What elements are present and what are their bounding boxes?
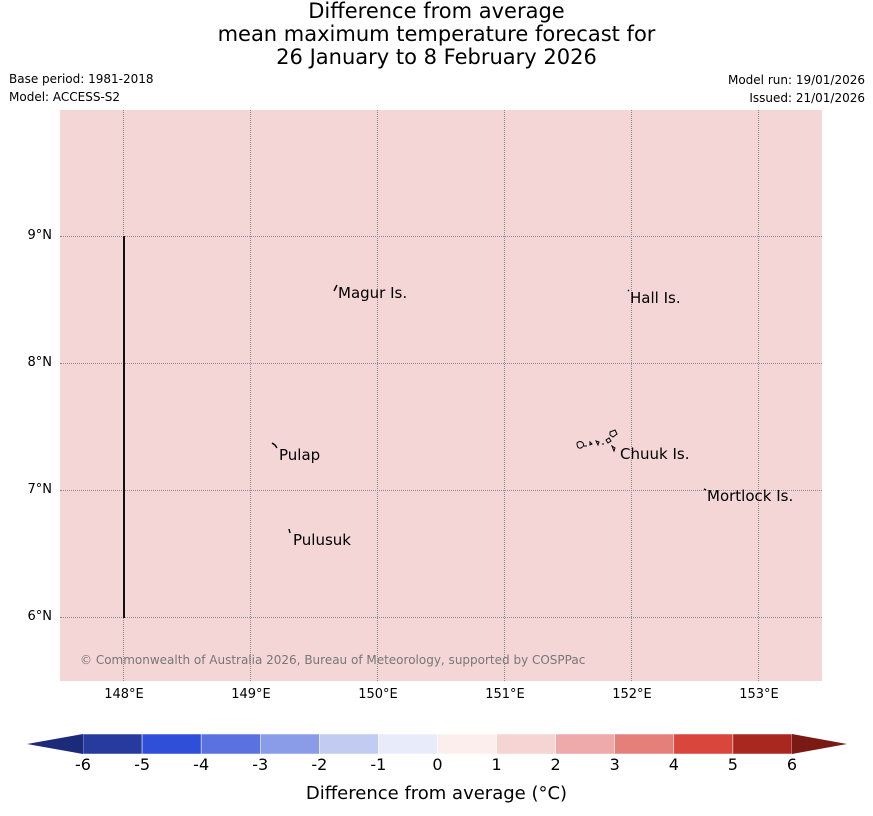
colorbar-tick-label: 5	[727, 755, 738, 774]
gridline-lat-6	[60, 617, 822, 618]
colorbar-segment	[82, 733, 143, 755]
gridline-lat-7	[60, 490, 822, 491]
lon-label-149e: 149°E	[231, 687, 271, 702]
gridline-lon-152	[631, 110, 632, 681]
chart-title-line-3: 26 January to 8 February 2026	[276, 45, 597, 69]
colorbar-segment	[496, 733, 556, 755]
lat-label-7n: 7°N	[27, 482, 53, 497]
colorbar-tick-label: 4	[668, 755, 679, 774]
boundary-line	[123, 236, 125, 618]
colorbar-tick-label: 2	[550, 755, 561, 774]
place-label-pulap: Pulap	[279, 446, 321, 464]
colorbar-segment	[200, 733, 261, 755]
mortlock-island-shape	[703, 488, 707, 491]
lat-label-6n: 6°N	[27, 609, 53, 624]
lat-label-8n: 8°N	[27, 355, 53, 370]
colorbar-tick-label: 1	[491, 755, 502, 774]
colorbar-segment	[437, 733, 497, 755]
colorbar-tick-label: -5	[134, 755, 151, 774]
colorbar-segment	[378, 733, 438, 755]
colorbar-tick-label: -1	[370, 755, 387, 774]
gridline-lat-8	[60, 363, 822, 364]
gridline-lon-153	[758, 110, 759, 681]
place-label-pulusuk: Pulusuk	[293, 531, 351, 549]
colorbar-segment	[673, 733, 734, 755]
colorbar-segment	[319, 733, 379, 755]
chart-title-line-2: mean maximum temperature forecast for	[217, 22, 656, 46]
issued-date: Issued: 21/01/2026	[749, 91, 865, 105]
lon-label-150e: 150°E	[358, 687, 398, 702]
colorbar-tick-label: 6	[786, 755, 798, 774]
colorbar-tick-label: -2	[311, 755, 328, 774]
colorbar-segment	[732, 733, 793, 755]
colorbar-tick-label: -4	[193, 755, 210, 774]
colorbar-title: Difference from average (°C)	[305, 783, 568, 804]
meta-left: Base period: 1981-2018 Model: ACCESS-S2	[9, 70, 154, 106]
colorbar-tick-label: -6	[75, 755, 91, 774]
base-period: Base period: 1981-2018	[9, 72, 154, 86]
pulusuk-island-shape	[288, 528, 291, 534]
gridline-lon-151	[504, 110, 505, 681]
lon-label-152e: 152°E	[612, 687, 652, 702]
colorbar-tick-label: 0	[432, 755, 443, 774]
colorbar-segment	[555, 733, 615, 755]
colorbar-under-arrow	[27, 734, 83, 754]
lat-label-9n: 9°N	[27, 228, 53, 243]
colorbar-segment	[141, 733, 202, 755]
colorbar-tick-label: -3	[252, 755, 269, 774]
gridline-lon-149	[250, 110, 251, 681]
colorbar-segment	[614, 733, 675, 755]
place-label-mortlock-is: Mortlock Is.	[707, 487, 794, 505]
place-label-magur-is: Magur Is.	[338, 284, 408, 302]
model-name: Model: ACCESS-S2	[9, 90, 121, 104]
gridline-lon-150	[377, 110, 378, 681]
magur-island-shape	[333, 284, 338, 292]
model-run: Model run: 19/01/2026	[727, 73, 865, 87]
colorbar-segment	[259, 733, 320, 755]
copyright-notice: © Commonwealth of Australia 2026, Bureau…	[80, 653, 586, 667]
lon-label-148e: 148°E	[104, 687, 144, 702]
hall-island-shape	[627, 289, 630, 292]
map-area	[60, 110, 822, 681]
pulap-island-shape	[271, 442, 278, 449]
gridline-lat-9	[60, 236, 822, 237]
meta-right: Model run: 19/01/2026 Issued: 21/01/2026	[728, 71, 865, 107]
lon-label-153e: 153°E	[739, 687, 779, 702]
lon-label-151e: 151°E	[485, 687, 525, 702]
place-label-chuuk-is: Chuuk Is.	[620, 445, 690, 463]
place-label-hall-is: Hall Is.	[630, 289, 681, 307]
colorbar-over-arrow	[791, 734, 847, 754]
colorbar-tick-label: 3	[609, 755, 620, 774]
chart-title-line-1: Difference from average	[308, 0, 565, 23]
chuuk-island-shapes	[576, 429, 618, 453]
